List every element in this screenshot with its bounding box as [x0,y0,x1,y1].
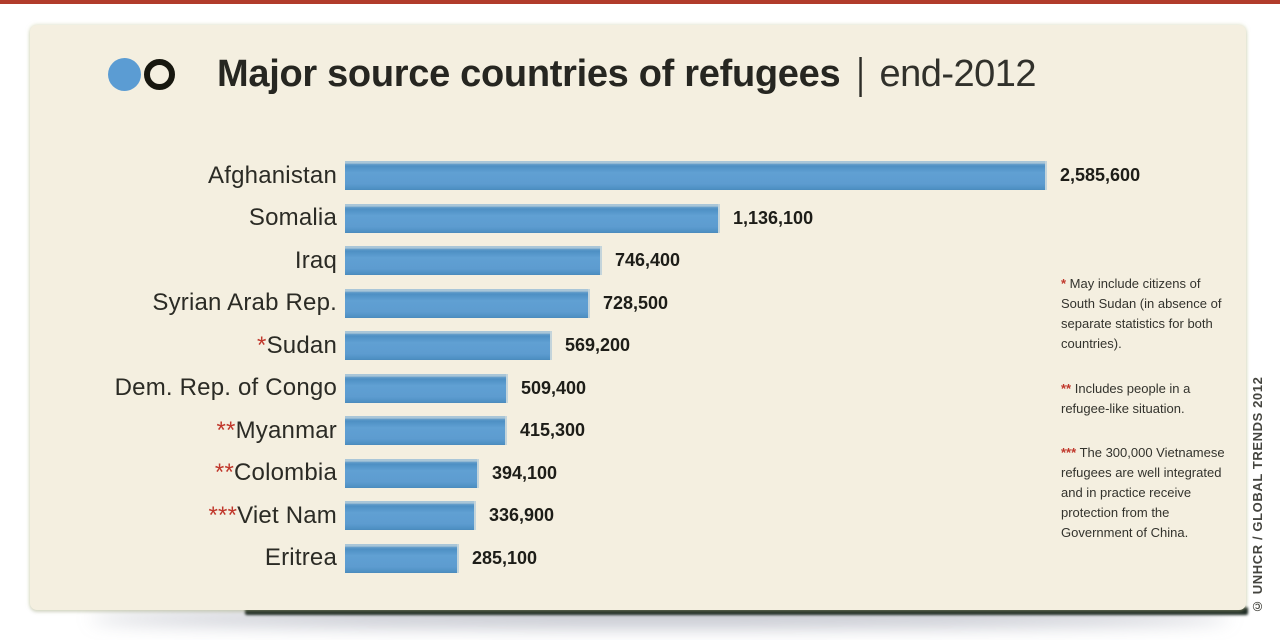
bar-value-label: 394,100 [492,462,558,483]
country-name: Afghanistan [208,161,337,189]
copyright-credit-vertical: © UNHCR / GLOBAL TRENDS 2012 [1250,376,1265,614]
country-label: **Myanmar [30,417,345,445]
footnote: ** Includes people in a refugee-like sit… [1061,379,1237,419]
country-name: Syrian Arab Rep. [152,289,337,316]
country-name: Colombia [234,459,337,486]
bar [345,161,1047,190]
footnote-text: Includes people in a refugee-like situat… [1061,380,1191,416]
bar-chart: Afghanistan 2,585,600 Somalia 1,136,100 … [30,161,1246,573]
country-name: Myanmar [235,416,337,444]
footnote-marker: *** [208,501,238,529]
bar-row: **Myanmar 415,300 [30,416,1246,445]
chart-header: Major source countries of refugees | end… [108,49,1037,99]
bar-value-label: 746,400 [615,250,681,270]
bar-row: Eritrea 285,100 [30,543,1246,573]
country-name: Dem. Rep. of Congo [114,374,337,401]
footnote-text: The 300,000 Vietnamese refugees are well… [1061,444,1225,541]
footnote-marker: * [257,331,267,359]
country-label: *Sudan [30,332,345,360]
bar-row: **Colombia 394,100 [30,458,1246,488]
country-label: Dem. Rep. of Congo [30,374,345,402]
country-label: Syrian Arab Rep. [30,289,345,317]
bar-row: Syrian Arab Rep. 728,500 [30,288,1246,318]
top-accent-rule [0,0,1280,4]
country-name: Sudan [266,331,337,359]
bar-value-label: 569,200 [565,335,631,355]
bar-row: Dem. Rep. of Congo 509,400 [30,373,1246,403]
bar [345,501,476,530]
country-name: Eritrea [264,544,337,571]
country-name: Iraq [294,246,337,274]
bar-row: Afghanistan 2,585,600 [30,161,1246,190]
bar-value-label: 415,300 [520,420,586,440]
footnote-marker: ** [216,416,236,444]
bar-row: Iraq 746,400 [30,246,1246,275]
country-name: Somalia [248,204,337,231]
bar [345,543,459,573]
bar-row: ***Viet Nam 336,900 [30,501,1246,530]
country-label: **Colombia [30,459,345,487]
bar-value-label: 2,585,600 [1060,165,1141,185]
bar-value-label: 728,500 [603,292,669,313]
filled-circle-icon [108,57,141,91]
page-title: Major source countries of refugees [217,52,841,95]
bar [345,458,479,488]
footnote-marker: ** [214,459,235,486]
bar-value-label: 285,100 [472,547,538,568]
bar [345,331,552,360]
country-label: ***Viet Nam [30,502,345,530]
bar [345,246,602,275]
footnote-text: May include citizens of South Sudan (in … [1061,276,1222,352]
country-label: Eritrea [30,544,345,572]
footnotes: * May include citizens of South Sudan (i… [1061,274,1237,544]
bottom-dark-band [245,607,1248,615]
country-label: Somalia [30,204,345,232]
footnote-marker: ** [1061,380,1072,396]
infographic-panel: Major source countries of refugees | end… [30,25,1246,610]
bar-value-label: 336,900 [489,505,555,525]
bar-value-label: 509,400 [521,377,587,398]
footnote: * May include citizens of South Sudan (i… [1061,274,1237,355]
country-label: Afghanistan [30,162,345,190]
outlined-circle-icon [144,58,175,90]
bar-row: *Sudan 569,200 [30,331,1246,360]
country-label: Iraq [30,247,345,275]
footnote: *** The 300,000 Vietnamese refugees are … [1061,443,1237,544]
bar [345,288,590,318]
page-subtitle: end-2012 [879,52,1037,95]
footnote-marker: *** [1061,444,1077,460]
footnote-marker: * [1061,276,1067,291]
bar-value-label: 1,136,100 [733,207,814,228]
title-separator: | [856,49,865,98]
bar [345,203,720,233]
country-name: Viet Nam [237,501,337,529]
bar [345,416,507,445]
bar-row: Somalia 1,136,100 [30,203,1246,233]
bar [345,373,508,403]
